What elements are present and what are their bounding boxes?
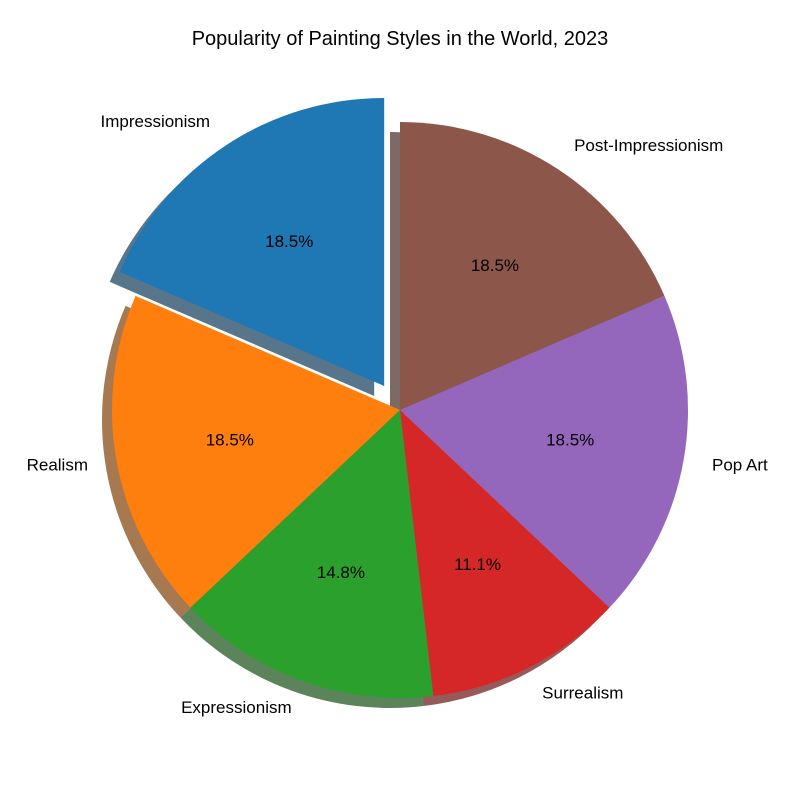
category-label-impressionism: Impressionism	[100, 112, 210, 131]
category-label-post-impressionism: Post-Impressionism	[574, 136, 723, 155]
percent-label-post-impressionism: 18.5%	[471, 256, 519, 275]
percent-label-impressionism: 18.5%	[265, 232, 313, 251]
category-label-realism: Realism	[27, 456, 88, 475]
category-label-surrealism: Surrealism	[542, 684, 623, 703]
percent-label-surrealism: 11.1%	[454, 555, 501, 574]
percent-label-expressionism: 14.8%	[317, 563, 365, 582]
percent-label-pop-art: 18.5%	[546, 431, 594, 450]
slices	[112, 98, 688, 698]
percent-label-realism: 18.5%	[206, 431, 254, 450]
category-label-pop-art: Pop Art	[712, 456, 768, 475]
category-label-expressionism: Expressionism	[181, 698, 292, 717]
